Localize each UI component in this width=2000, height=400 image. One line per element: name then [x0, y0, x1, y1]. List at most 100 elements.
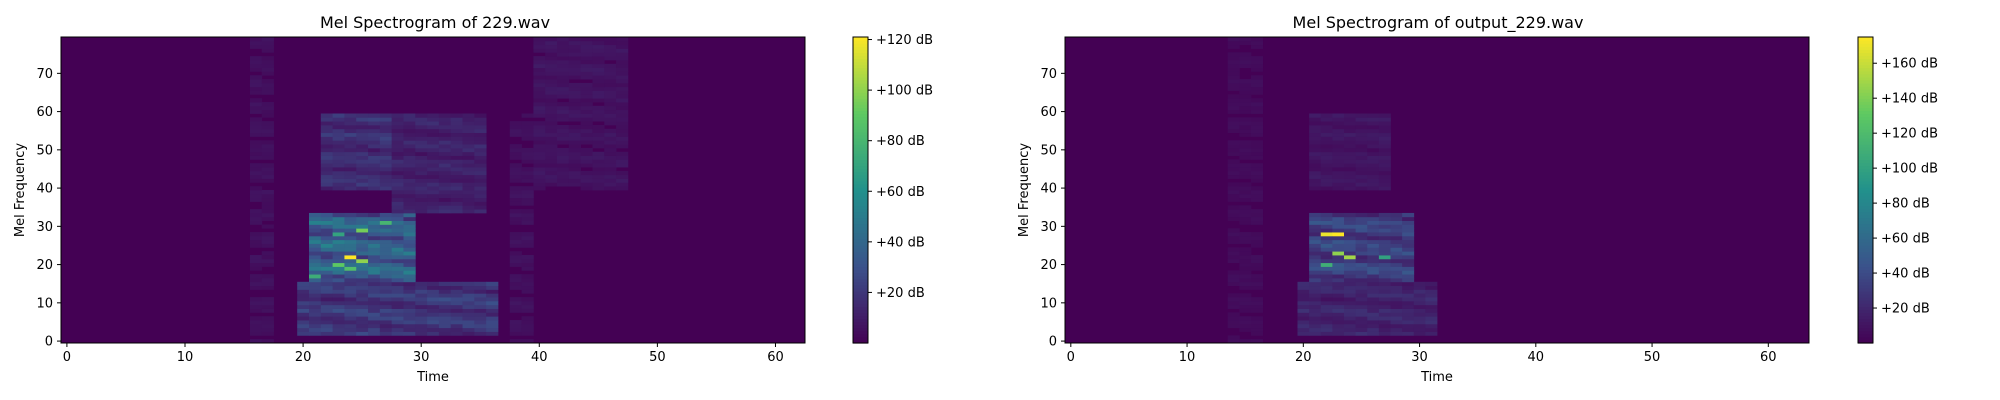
- heatmap-cell: [427, 289, 440, 294]
- heatmap-cell: [261, 163, 274, 168]
- heatmap-cell: [379, 251, 393, 256]
- heatmap-cell: [521, 193, 534, 199]
- heatmap-cell: [249, 255, 263, 260]
- heatmap-cell: [1355, 220, 1368, 225]
- heatmap-cell: [509, 151, 522, 156]
- heatmap-cell: [344, 235, 357, 241]
- y-tick-label: 60: [1040, 105, 1057, 120]
- heatmap-cell: [403, 331, 416, 336]
- colorbar-segment: [853, 79, 868, 84]
- colorbar-segment: [853, 82, 868, 87]
- heatmap-cell: [1297, 323, 1310, 329]
- colorbar-segment: [1858, 217, 1873, 222]
- heatmap-cell: [450, 327, 463, 332]
- heatmap-cell: [344, 232, 357, 237]
- heatmap-cell: [379, 117, 393, 122]
- heatmap-cell: [1378, 312, 1391, 317]
- colorbar-segment: [1858, 205, 1873, 209]
- heatmap-cell: [438, 285, 452, 290]
- heatmap-cell: [1309, 320, 1322, 325]
- heatmap-cell: [1390, 228, 1403, 233]
- heatmap-cell: [521, 239, 534, 244]
- colorbar-segment: [853, 309, 868, 313]
- colorbar-segment: [1858, 196, 1873, 200]
- heatmap-cell: [261, 59, 274, 65]
- heatmap-cell: [344, 243, 357, 248]
- heatmap-cell: [616, 174, 629, 179]
- heatmap-cell: [533, 94, 546, 99]
- heatmap-cell: [474, 159, 487, 164]
- heatmap-cell: [1332, 136, 1345, 141]
- heatmap-cell: [1320, 128, 1333, 134]
- heatmap-cell: [261, 178, 274, 183]
- heatmap-cell: [249, 109, 263, 114]
- heatmap-cell: [356, 262, 369, 267]
- heatmap-cell: [450, 297, 463, 302]
- heatmap-cell: [580, 147, 593, 153]
- heatmap-cell: [521, 232, 534, 237]
- heatmap-cell: [533, 140, 546, 145]
- heatmap-cell: [604, 144, 617, 149]
- heatmap-cell: [309, 220, 322, 225]
- heatmap-cell: [509, 277, 522, 283]
- heatmap-cell: [391, 163, 404, 168]
- heatmap-cell: [474, 121, 487, 126]
- heatmap-cell: [332, 247, 345, 252]
- heatmap-cell: [616, 144, 629, 149]
- heatmap-cell: [249, 128, 263, 134]
- heatmap-cell: [1344, 262, 1357, 267]
- heatmap-cell: [592, 37, 605, 42]
- heatmap-cell: [568, 94, 582, 99]
- heatmap-cell: [604, 151, 617, 156]
- heatmap-cell: [1378, 212, 1391, 218]
- heatmap-cell: [1251, 216, 1264, 221]
- heatmap-cell: [368, 212, 381, 218]
- colorbar-segment: [853, 196, 868, 200]
- heatmap-cell: [450, 182, 463, 187]
- heatmap-cell: [557, 140, 570, 145]
- heatmap-cell: [356, 155, 369, 160]
- heatmap-cell: [509, 216, 522, 221]
- heatmap-cell: [533, 59, 546, 65]
- heatmap-cell: [344, 277, 357, 283]
- heatmap-cell: [1378, 128, 1391, 134]
- heatmap-cell: [379, 174, 393, 179]
- heatmap-cell: [261, 90, 274, 95]
- heatmap-cell: [1413, 331, 1426, 336]
- heatmap-cell: [249, 44, 263, 49]
- heatmap-cell: [568, 44, 582, 49]
- heatmap-cell: [332, 124, 345, 130]
- heatmap-cell: [1344, 147, 1357, 153]
- heatmap-cell: [557, 94, 570, 99]
- heatmap-cell: [1227, 109, 1240, 114]
- heatmap-cell: [557, 67, 570, 72]
- heatmap-cell: [450, 140, 463, 145]
- heatmap-cell: [1239, 297, 1252, 302]
- colorbar-segment: [853, 193, 868, 197]
- heatmap-cell: [1355, 281, 1368, 287]
- heatmap-cell: [557, 82, 570, 88]
- heatmap-cell: [344, 151, 357, 156]
- heatmap-cell: [249, 262, 263, 267]
- colorbar-segment: [853, 70, 868, 75]
- heatmap-cell: [297, 316, 310, 321]
- heatmap-cell: [379, 124, 393, 130]
- heatmap-cell: [604, 186, 617, 191]
- heatmap-cell: [1320, 316, 1333, 321]
- heatmap-cell: [356, 289, 369, 294]
- heatmap-cell: [533, 151, 546, 156]
- heatmap-cell: [427, 297, 440, 302]
- heatmap-cell: [438, 132, 452, 137]
- heatmap-cell: [533, 71, 546, 76]
- heatmap-cell: [1355, 159, 1368, 164]
- heatmap-cell: [1402, 277, 1415, 283]
- heatmap-cell: [344, 331, 357, 336]
- heatmap-cell: [320, 140, 334, 145]
- heatmap-cell: [438, 289, 452, 294]
- heatmap-cell: [616, 178, 629, 183]
- colorbar-2: +20 dB+40 dB+60 dB+80 dB+100 dB+120 dB+1…: [1857, 36, 1938, 344]
- heatmap-cell: [1413, 327, 1426, 332]
- heatmap-cell: [403, 270, 416, 275]
- heatmap-cell: [1367, 304, 1380, 309]
- heatmap-cell: [592, 40, 605, 46]
